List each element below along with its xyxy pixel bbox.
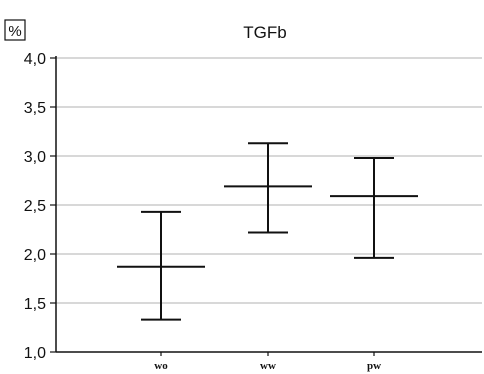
error-bar-wo	[117, 210, 205, 321]
y-axis-ticks: 1,0 1,5 2,0 2,5 3,0 3,5 4,0	[24, 51, 56, 362]
unit-box	[4, 19, 26, 41]
y-tick-label: 1,0	[24, 345, 46, 362]
error-bar-pw	[330, 156, 418, 259]
y-tick-label: 2,0	[24, 247, 46, 264]
x-tick-label: pw	[367, 360, 381, 372]
y-tick-label: 1,5	[24, 296, 46, 313]
error-bars	[117, 142, 418, 321]
x-tick-label: wo	[154, 360, 168, 372]
x-axis-tick-labels: wo ww pw	[154, 352, 381, 372]
y-tick-label: 2,5	[24, 198, 46, 215]
unit-label: %	[8, 23, 21, 40]
error-bar-ww	[224, 142, 312, 234]
y-tick-label: 3,5	[24, 100, 46, 117]
y-tick-label: 4,0	[24, 51, 46, 68]
x-tick-label: ww	[260, 360, 276, 372]
y-tick-label: 3,0	[24, 149, 46, 166]
chart-title: TGFb	[243, 23, 286, 42]
